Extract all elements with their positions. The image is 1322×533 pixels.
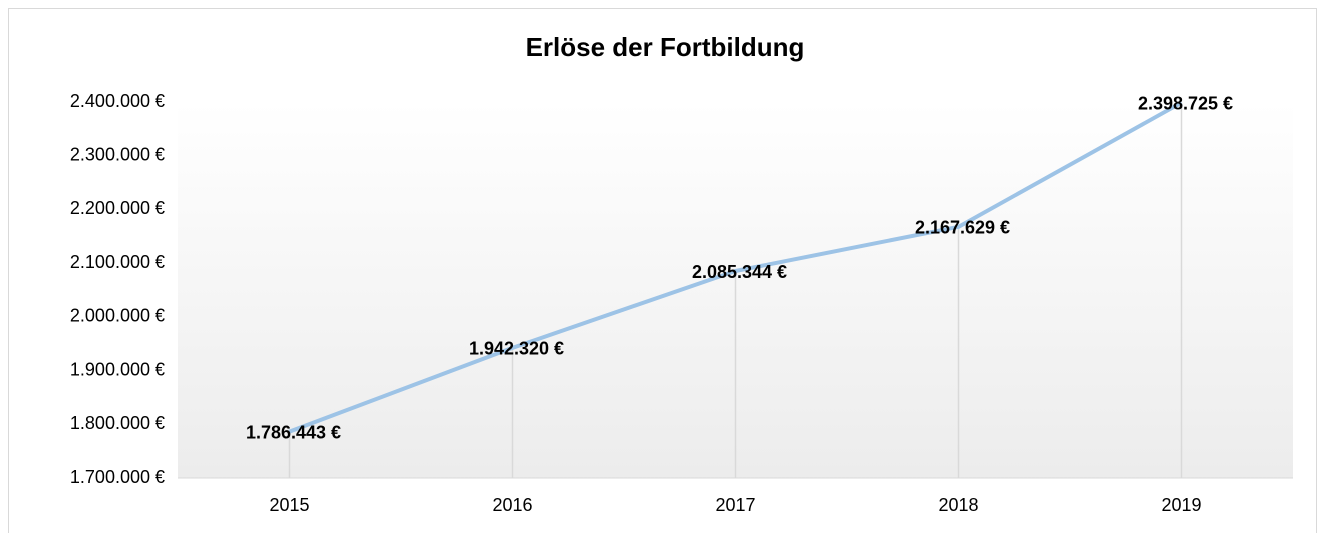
x-tick-label: 2018 — [938, 495, 978, 515]
y-tick-label: 2.000.000 € — [70, 306, 165, 326]
data-line — [288, 100, 1183, 434]
y-tick-label: 1.900.000 € — [70, 359, 165, 379]
y-tick-label: 2.200.000 € — [70, 198, 165, 218]
y-tick-label: 2.400.000 € — [70, 91, 165, 111]
data-label: 1.786.443 € — [246, 422, 341, 442]
data-label: 2.398.725 € — [1138, 93, 1233, 113]
data-label: 2.167.629 € — [915, 218, 1010, 238]
data-label: 2.085.344 € — [692, 262, 787, 282]
x-tick-label: 2016 — [492, 495, 532, 515]
x-tick-label: 2015 — [269, 495, 309, 515]
y-tick-label: 2.100.000 € — [70, 252, 165, 272]
data-label: 1.942.320 € — [469, 339, 564, 359]
y-tick-label: 1.700.000 € — [70, 467, 165, 487]
y-tick-label: 2.300.000 € — [70, 144, 165, 164]
x-tick-label: 2017 — [715, 495, 755, 515]
chart-title: Erlöse der Fortbildung — [526, 32, 805, 62]
x-tick-label: 2019 — [1161, 495, 1201, 515]
y-tick-label: 1.800.000 € — [70, 413, 165, 433]
